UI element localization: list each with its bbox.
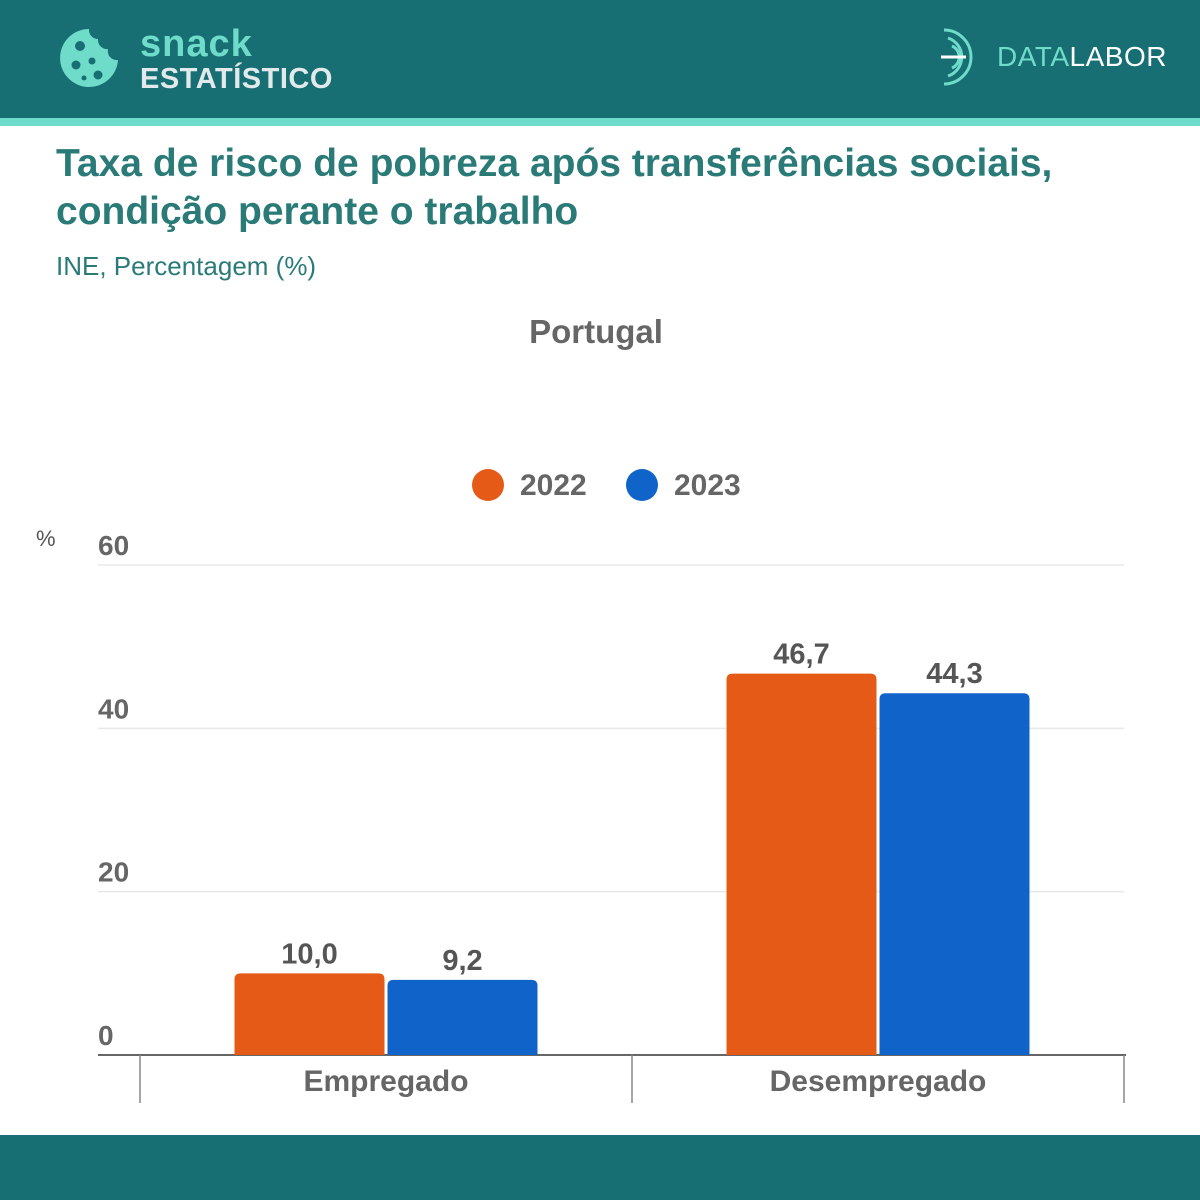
chart-bars xyxy=(234,673,1030,1055)
cookie-icon xyxy=(60,29,118,87)
datalabor-logo-text: DATALABOR xyxy=(997,40,1167,74)
chart-legend: 2022 2023 xyxy=(472,469,741,502)
header-banner: snack ESTATÍSTICO DATALABOR xyxy=(0,0,1200,118)
category-label-desempregado: Desempregado xyxy=(770,1065,987,1098)
bar-desempregado-2023 xyxy=(879,693,1030,1055)
header-accent-stripe xyxy=(0,118,1200,126)
y-axis-unit-label: % xyxy=(36,526,56,551)
category-label-empregado: Empregado xyxy=(303,1065,468,1098)
datalabor-arcs-icon xyxy=(941,28,973,86)
legend-label-2022: 2022 xyxy=(520,469,587,502)
y-tick-label-40: 40 xyxy=(98,693,129,724)
chart-labels: % 0 20 40 60 Empregado 10,0 9,2 Desempregado 46,7… xyxy=(36,526,986,1098)
y-tick-label-0: 0 xyxy=(98,1020,114,1051)
brand-estatistico: ESTATÍSTICO xyxy=(140,63,333,95)
data-label-empregado-2023: 9,2 xyxy=(442,945,482,977)
bar-desempregado-2022 xyxy=(726,673,877,1055)
datalabor-labor-text: LABOR xyxy=(1069,41,1167,72)
page-title: Taxa de risco de pobreza após transferên… xyxy=(56,142,1053,233)
y-tick-label-20: 20 xyxy=(98,857,129,888)
chart-title: Portugal xyxy=(529,313,663,350)
legend-label-2023: 2023 xyxy=(674,469,741,502)
data-label-desempregado-2022: 46,7 xyxy=(773,639,829,671)
legend-marker-2023 xyxy=(626,469,658,501)
datalabor-data-text: DATA xyxy=(997,41,1070,72)
brand-snack: snack xyxy=(140,23,253,65)
data-label-empregado-2022: 10,0 xyxy=(281,938,337,970)
legend-marker-2022 xyxy=(472,469,504,501)
y-tick-label-60: 60 xyxy=(98,530,129,561)
page-subtitle: INE, Percentagem (%) xyxy=(56,251,317,281)
bar-empregado-2022 xyxy=(234,973,385,1055)
bar-empregado-2023 xyxy=(387,979,538,1055)
footer-banner xyxy=(0,1135,1200,1200)
data-label-desempregado-2023: 44,3 xyxy=(926,658,982,690)
